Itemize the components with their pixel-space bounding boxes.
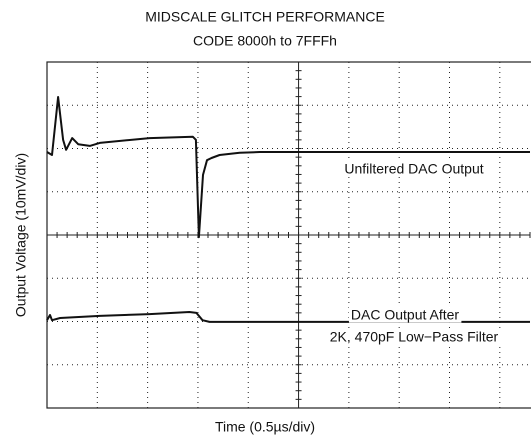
x-axis-label: Time (0.5µs/div) [215, 419, 315, 435]
annotation: Unfiltered DAC Output [344, 161, 483, 177]
y-axis-label: Output Voltage (10mV/div) [13, 153, 29, 317]
annotation: 2K, 470pF Low−Pass Filter [330, 329, 499, 345]
trace [46, 311, 530, 323]
trace [46, 96, 530, 239]
annotation-background [327, 328, 501, 345]
chart-subtitle: CODE 8000h to 7FFFh [193, 33, 337, 49]
annotation-background [348, 306, 462, 323]
annotation: DAC Output After [351, 307, 459, 323]
chart-title: MIDSCALE GLITCH PERFORMANCE [145, 9, 385, 25]
annotation-background [342, 160, 486, 177]
